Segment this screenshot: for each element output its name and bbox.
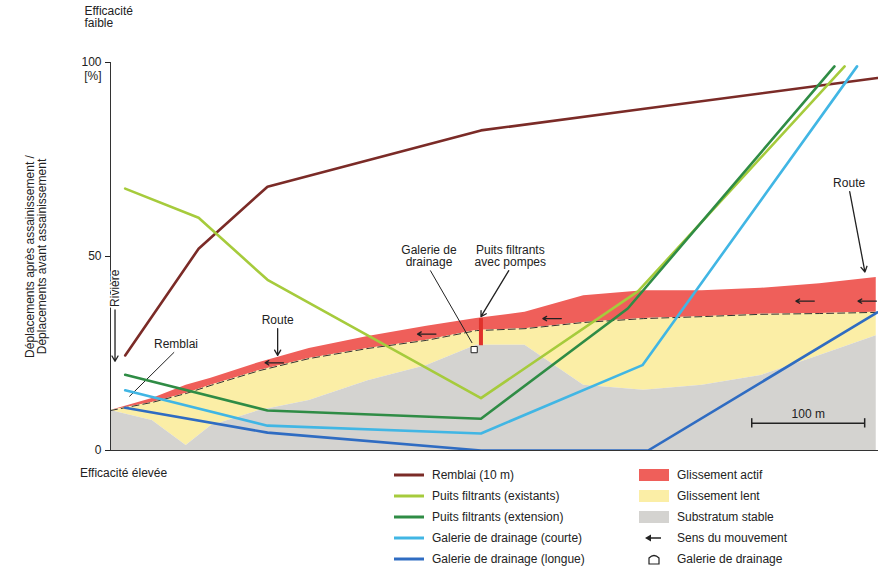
html-text:Glissement lent: Glissement lent bbox=[677, 488, 760, 503]
svg-text:100 m: 100 m bbox=[792, 407, 825, 421]
svg-text:Rivière: Rivière bbox=[108, 269, 122, 307]
html-text:Remblai (10 m): Remblai (10 m) bbox=[432, 467, 514, 482]
svg-text:Route: Route bbox=[262, 313, 294, 327]
svg-text:[%]: [%] bbox=[84, 69, 101, 83]
svg-text:0: 0 bbox=[95, 443, 102, 457]
html-text:Substratum stable: Substratum stable bbox=[677, 509, 774, 524]
svg-text:Déplacements après assainissem: Déplacements après assainissement /Dépla… bbox=[23, 154, 49, 357]
html-text:Efficacité élevée: Efficacité élevée bbox=[80, 466, 168, 480]
svg-text:50: 50 bbox=[88, 249, 102, 263]
html-text:Puits filtrants (extension): Puits filtrants (extension) bbox=[432, 509, 564, 524]
svg-text:Route: Route bbox=[833, 176, 865, 190]
svg-text:Efficacitéfaible: Efficacitéfaible bbox=[85, 4, 134, 30]
html-text:Sens du mouvement: Sens du mouvement bbox=[677, 530, 788, 545]
svg-text:100: 100 bbox=[81, 55, 101, 69]
html-text:Puits filtrants (existants): Puits filtrants (existants) bbox=[432, 488, 560, 503]
html-text:Galerie de drainage (longue): Galerie de drainage (longue) bbox=[432, 551, 585, 566]
svg-text:Puits filtrantsavec pompes: Puits filtrantsavec pompes bbox=[475, 243, 546, 269]
html-text:Glissement actif: Glissement actif bbox=[677, 467, 763, 482]
html-text:Galerie de drainage: Galerie de drainage bbox=[677, 551, 783, 566]
svg-text:Galerie dedrainage: Galerie dedrainage bbox=[401, 243, 457, 269]
svg-text:Remblai: Remblai bbox=[154, 337, 198, 351]
html-text:Galerie de drainage (courte): Galerie de drainage (courte) bbox=[432, 530, 583, 545]
